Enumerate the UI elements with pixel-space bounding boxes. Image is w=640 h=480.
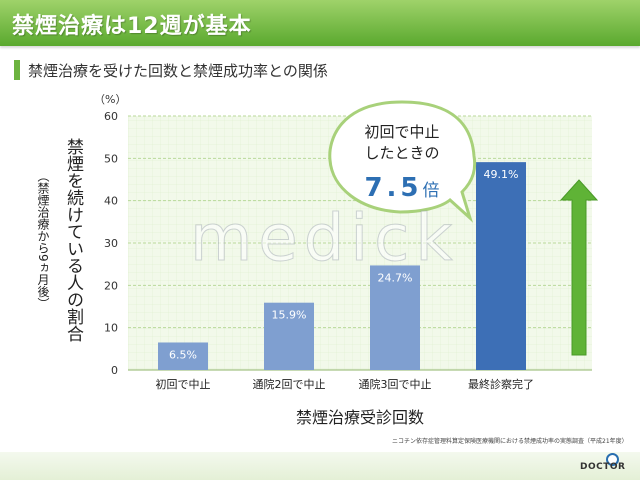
callout-bubble [328, 100, 477, 223]
callout-text: 初回で中止 したときの [350, 122, 454, 164]
footer-bar [0, 452, 640, 480]
bar [476, 162, 526, 370]
bar-value-label: 49.1% [484, 168, 519, 181]
subtitle-marker [14, 60, 20, 80]
callout-value: 7.5倍 [348, 173, 456, 203]
y-axis-sublabel: （禁煙治療から9ヵ月後） [36, 170, 50, 310]
bar [158, 342, 208, 370]
y-tick-label: 10 [104, 322, 118, 335]
title-bar: 禁煙治療は12週が基本 [0, 0, 640, 46]
x-category-label: 初回で中止 [156, 377, 211, 391]
doctor-logo: DOCTOR [580, 462, 626, 472]
y-tick-label: 40 [104, 195, 118, 208]
y-tick-label: 0 [111, 364, 118, 377]
callout-line1: 初回で中止 [364, 123, 440, 141]
x-axis-label: 禁煙治療受診回数 [296, 408, 425, 427]
y-axis-label: 禁煙を続けている人の割合 [63, 138, 83, 342]
x-category-label: 最終診察完了 [468, 377, 534, 391]
bar-value-label: 6.5% [169, 348, 197, 361]
bar-value-label: 24.7% [378, 271, 413, 284]
callout-number: 7.5 [364, 173, 423, 203]
bar-value-label: 15.9% [272, 309, 307, 322]
logo-icon [606, 453, 619, 466]
source-note: ニコチン依存症管理料算定保険医療機関における禁煙成功率の実態調査（平成21年度） [392, 438, 628, 445]
x-category-label: 通院3回で中止 [359, 377, 432, 391]
y-tick-label: 30 [104, 237, 118, 250]
bar [264, 302, 314, 370]
x-category-label: 通院2回で中止 [253, 377, 326, 391]
y-tick-label: 50 [104, 152, 118, 165]
watermark: medick [189, 202, 459, 277]
page-title: 禁煙治療は12週が基本 [12, 14, 252, 39]
y-tick-label: 60 [104, 110, 118, 123]
callout-unit: 倍 [422, 181, 440, 201]
y-axis-unit: （%） [94, 93, 127, 106]
callout-line2: したときの [364, 144, 440, 162]
increase-arrow-icon [559, 179, 599, 356]
bar [370, 265, 420, 370]
chart-subtitle: 禁煙治療を受けた回数と禁煙成功率との関係 [28, 62, 328, 80]
y-tick-label: 20 [104, 279, 118, 292]
